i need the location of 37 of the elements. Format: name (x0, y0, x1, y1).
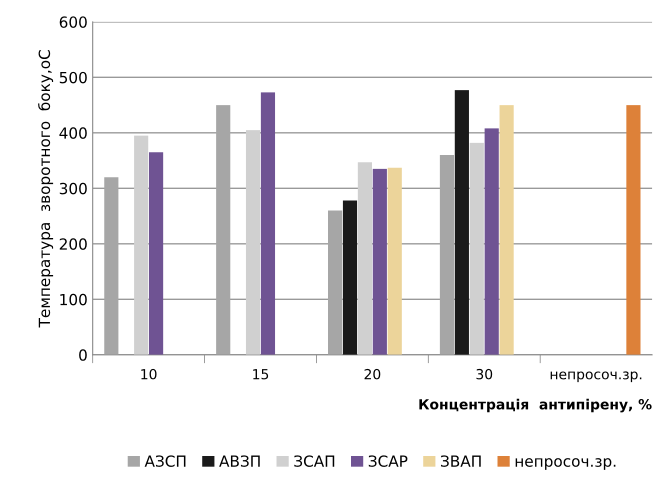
x-tick-label: 10 (141, 368, 157, 380)
bar (440, 155, 454, 355)
bar (246, 130, 260, 355)
y-tick-label: 400 (59, 127, 87, 139)
y-tick-label: 600 (60, 16, 87, 28)
bar (358, 162, 372, 355)
y-tick-label: 300 (60, 182, 87, 194)
bar (500, 105, 514, 355)
bar (372, 168, 387, 355)
bar (342, 200, 358, 355)
bar (388, 168, 402, 355)
x-tick-label: 20 (364, 368, 380, 380)
x-tick-label: 15 (253, 369, 268, 380)
y-tick-label: 200 (60, 238, 87, 250)
bar (470, 142, 484, 355)
bar (148, 152, 164, 355)
bar (104, 177, 118, 355)
bar (216, 105, 230, 355)
y-axis-title: Температура зворотного боку,оС (38, 50, 54, 328)
y-tick-label: 100 (60, 294, 87, 306)
y-tick-label: 500 (60, 72, 87, 84)
legend-label: непросоч.зр. (516, 458, 616, 470)
x-axis-title: Концентрація антипірену, % (419, 398, 652, 412)
legend-label: ЗВАП (441, 455, 481, 467)
y-tick-label: 0 (79, 349, 87, 361)
legend-label: ЗСАП (294, 455, 334, 467)
legend-label: АЗСП (144, 455, 186, 467)
bar (134, 136, 148, 355)
bar (454, 90, 469, 355)
bar (626, 105, 641, 355)
x-tick-label: 30 (476, 368, 492, 380)
legend-label: ЗСАР (368, 455, 408, 467)
bar (260, 92, 276, 355)
legend-label: АВЗП (219, 455, 260, 467)
x-tick-label: непросоч.зр. (550, 371, 642, 382)
bar (328, 210, 342, 355)
bar (484, 128, 499, 355)
